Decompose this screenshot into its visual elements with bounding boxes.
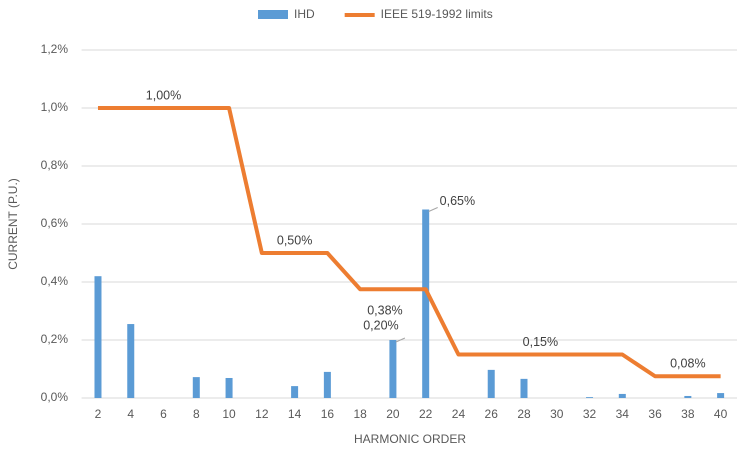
bar [389,340,397,398]
data-label: 0,50% [277,233,312,247]
bar [94,276,102,398]
x-tick-label: 6 [160,407,167,421]
x-tick-label: 40 [714,407,728,421]
bar [422,209,430,398]
leader-line [428,207,438,212]
x-tick-label: 36 [648,407,662,421]
bar [225,377,233,398]
x-tick-label: 14 [288,407,302,421]
legend-label: IEEE 519-1992 limits [381,7,493,21]
bar [323,371,331,398]
x-tick-label: 18 [353,407,367,421]
y-tick-label: 1,2% [41,42,69,56]
x-tick-label: 10 [222,407,236,421]
x-tick-label: 32 [583,407,597,421]
y-tick-label: 0,2% [41,332,69,346]
x-tick-label: 20 [386,407,400,421]
data-label: 0,08% [670,357,705,371]
x-tick-label: 12 [255,407,269,421]
x-tick-label: 16 [321,407,335,421]
x-tick-label: 8 [193,407,200,421]
x-axis-label: HARMONIC ORDER [354,432,466,446]
legend-label: IHD [294,7,315,21]
y-tick-label: 0,0% [41,390,69,404]
y-tick-label: 0,4% [41,274,69,288]
data-label: 0,65% [440,194,475,208]
x-tick-label: 30 [550,407,564,421]
bar [618,393,626,398]
bar [127,324,135,398]
y-tick-label: 0,6% [41,216,69,230]
bar [291,386,299,398]
leader-line [395,337,406,343]
data-label: 0,20% [363,318,398,332]
x-tick-label: 38 [681,407,695,421]
data-label: 0,15% [523,335,558,349]
bar [684,395,692,398]
bar [192,377,200,398]
data-label: 0,38% [367,304,402,318]
legend-swatch [258,10,288,19]
bar [717,393,725,398]
y-tick-label: 0,8% [41,158,69,172]
limit-line [97,106,721,379]
x-tick-label: 28 [517,407,531,421]
bar [487,369,495,398]
x-tick-label: 2 [95,407,102,421]
x-tick-label: 26 [485,407,499,421]
x-tick-label: 22 [419,407,433,421]
x-tick-label: 24 [452,407,466,421]
y-axis-label: CURRENT (P.U.) [6,178,20,270]
x-tick-label: 34 [616,407,630,421]
bar [520,378,528,398]
bar [586,397,594,398]
data-label: 1,00% [146,88,181,102]
x-tick-label: 4 [127,407,134,421]
y-tick-label: 1,0% [41,100,69,114]
